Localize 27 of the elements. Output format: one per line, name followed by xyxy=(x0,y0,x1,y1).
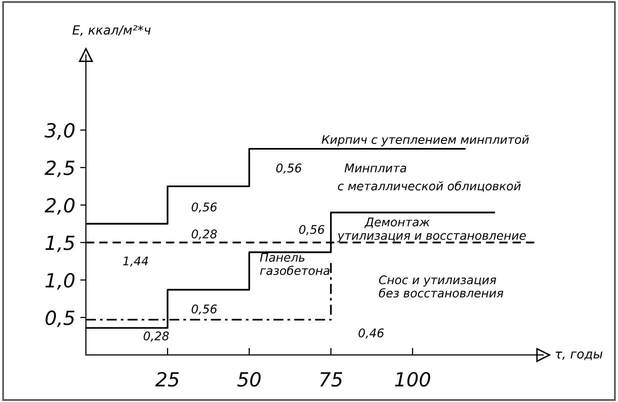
y-tick-label: 2,5 xyxy=(44,160,74,178)
annotation: утилизация и восстановление xyxy=(337,233,526,242)
annotation: 0,56 xyxy=(299,225,324,236)
annotation: 0,28 xyxy=(144,331,169,342)
y-tick-label: 1,0 xyxy=(46,272,75,290)
annotation: 0,46 xyxy=(358,328,384,339)
y-tick-label: 0,5 xyxy=(46,310,74,328)
annotation: 1,44 xyxy=(123,256,148,267)
annotation: Панель газобетона xyxy=(260,253,330,276)
x-tick-label: 25 xyxy=(155,372,179,387)
annotation: Кирпич с утеплением минплитой xyxy=(322,134,529,146)
annotation: 0,56 xyxy=(192,202,217,213)
x-tick-label: 50 xyxy=(237,372,261,387)
x-axis-title: τ, годы xyxy=(556,351,602,360)
annotation: с металлической облицовкой xyxy=(338,181,521,192)
x-tick-label: 75 xyxy=(320,372,342,387)
y-tick-label: 3,0 xyxy=(44,123,75,140)
annotation: 0,56 xyxy=(192,304,217,315)
annotation: Снос и утилизация без восстановления xyxy=(378,275,504,298)
y-tick-label: 1,5 xyxy=(46,236,74,252)
annotation: Минплита xyxy=(344,164,406,172)
annotation: Демонтаж xyxy=(364,218,430,228)
y-axis-title: E, ккал/м²*ч xyxy=(72,25,151,36)
annotation: 0,28 xyxy=(192,230,217,240)
x-tick-label: 100 xyxy=(394,372,430,387)
y-tick-label: 2,0 xyxy=(44,198,75,215)
annotation: 0,56 xyxy=(276,164,302,174)
